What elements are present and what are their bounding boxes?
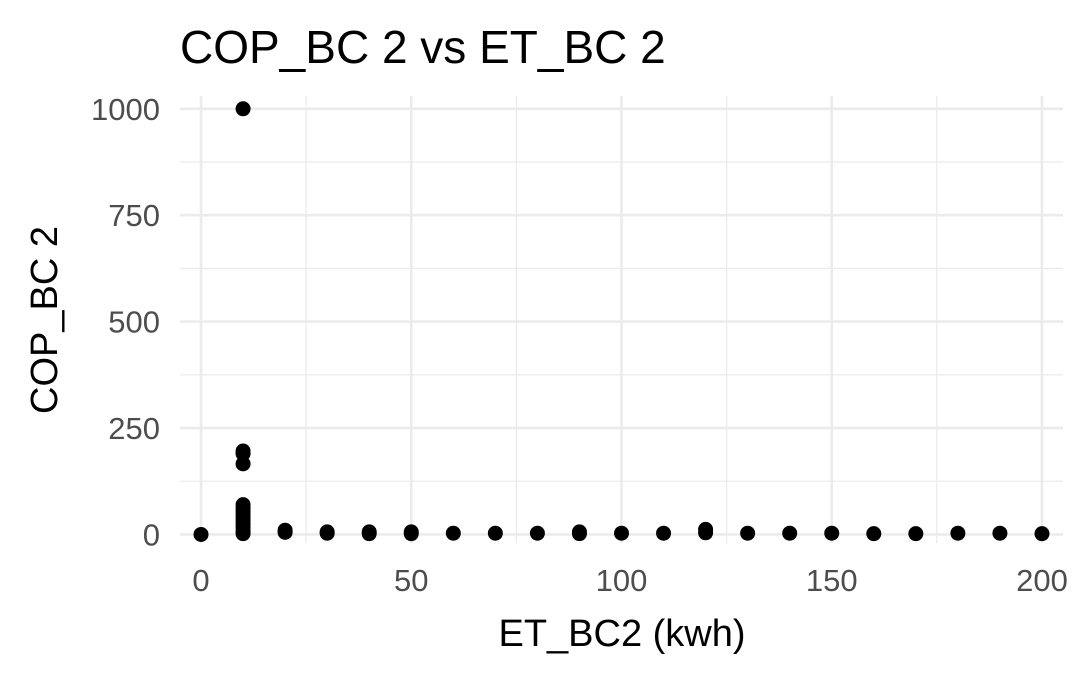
data-point: [235, 526, 251, 542]
data-point: [698, 525, 714, 541]
data-point: [319, 525, 335, 541]
x-tick-label: 50: [394, 563, 428, 598]
x-axis-ticks: 0 50 100 150 200: [192, 563, 1067, 598]
y-axis-ticks: 0 250 500 750 1000: [91, 92, 160, 553]
x-tick-label: 150: [806, 563, 858, 598]
grid: [180, 96, 1063, 543]
data-point: [235, 101, 251, 117]
data-point: [656, 525, 672, 541]
x-tick-label: 100: [596, 563, 648, 598]
data-point: [193, 526, 209, 542]
data-point: [782, 525, 798, 541]
data-point: [992, 525, 1008, 541]
data-point: [361, 526, 377, 542]
data-point: [614, 525, 629, 541]
y-tick-label: 750: [108, 198, 160, 233]
data-point: [824, 525, 840, 541]
y-tick-label: 0: [143, 517, 160, 552]
data-point: [1034, 526, 1050, 542]
data-point: [908, 526, 924, 542]
data-point: [403, 526, 419, 542]
data-point: [740, 525, 756, 541]
y-tick-label: 500: [108, 305, 160, 340]
y-axis-title: COP_BC 2: [24, 226, 66, 414]
data-point: [235, 456, 251, 472]
data-point: [445, 525, 461, 541]
points-layer: [193, 101, 1050, 542]
chart-title: COP_BC 2 vs ET_BC 2: [180, 21, 666, 73]
data-point: [487, 525, 503, 541]
y-tick-label: 250: [108, 411, 160, 446]
data-point: [529, 525, 545, 541]
data-point: [950, 525, 966, 541]
data-point: [866, 526, 882, 542]
data-point: [277, 524, 293, 540]
x-axis-title: ET_BC2 (kwh): [498, 613, 745, 655]
x-tick-label: 0: [192, 563, 209, 598]
y-tick-label: 1000: [91, 92, 160, 127]
data-point: [571, 526, 587, 542]
x-tick-label: 200: [1016, 563, 1068, 598]
